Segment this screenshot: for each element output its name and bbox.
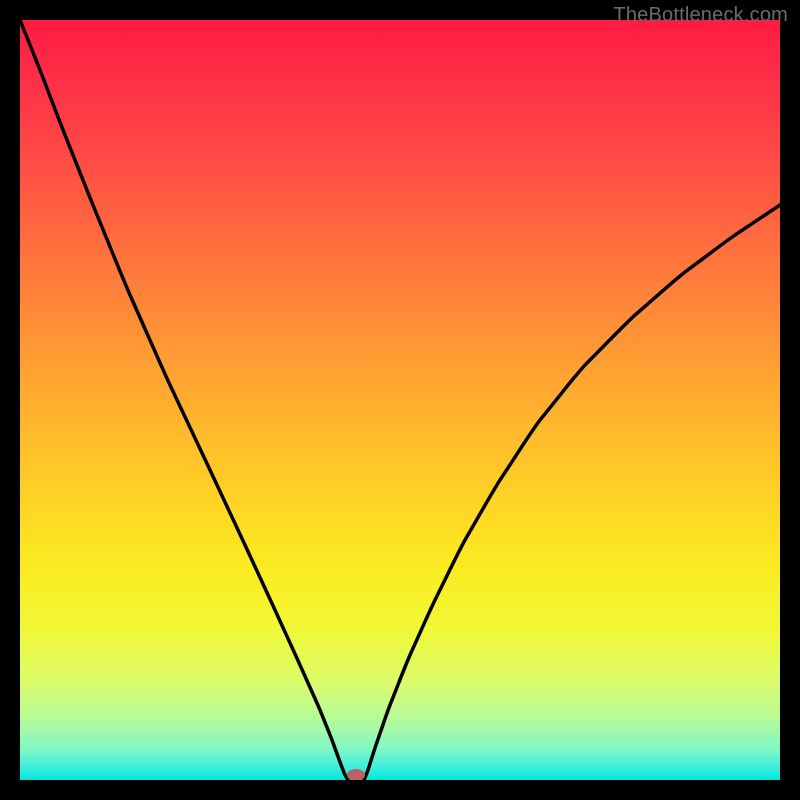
watermark-text: TheBottleneck.com [613,4,788,27]
plot-area [20,20,780,780]
chart-canvas: TheBottleneck.com [0,0,800,800]
gradient-background [20,20,780,780]
plot-svg [20,20,780,780]
